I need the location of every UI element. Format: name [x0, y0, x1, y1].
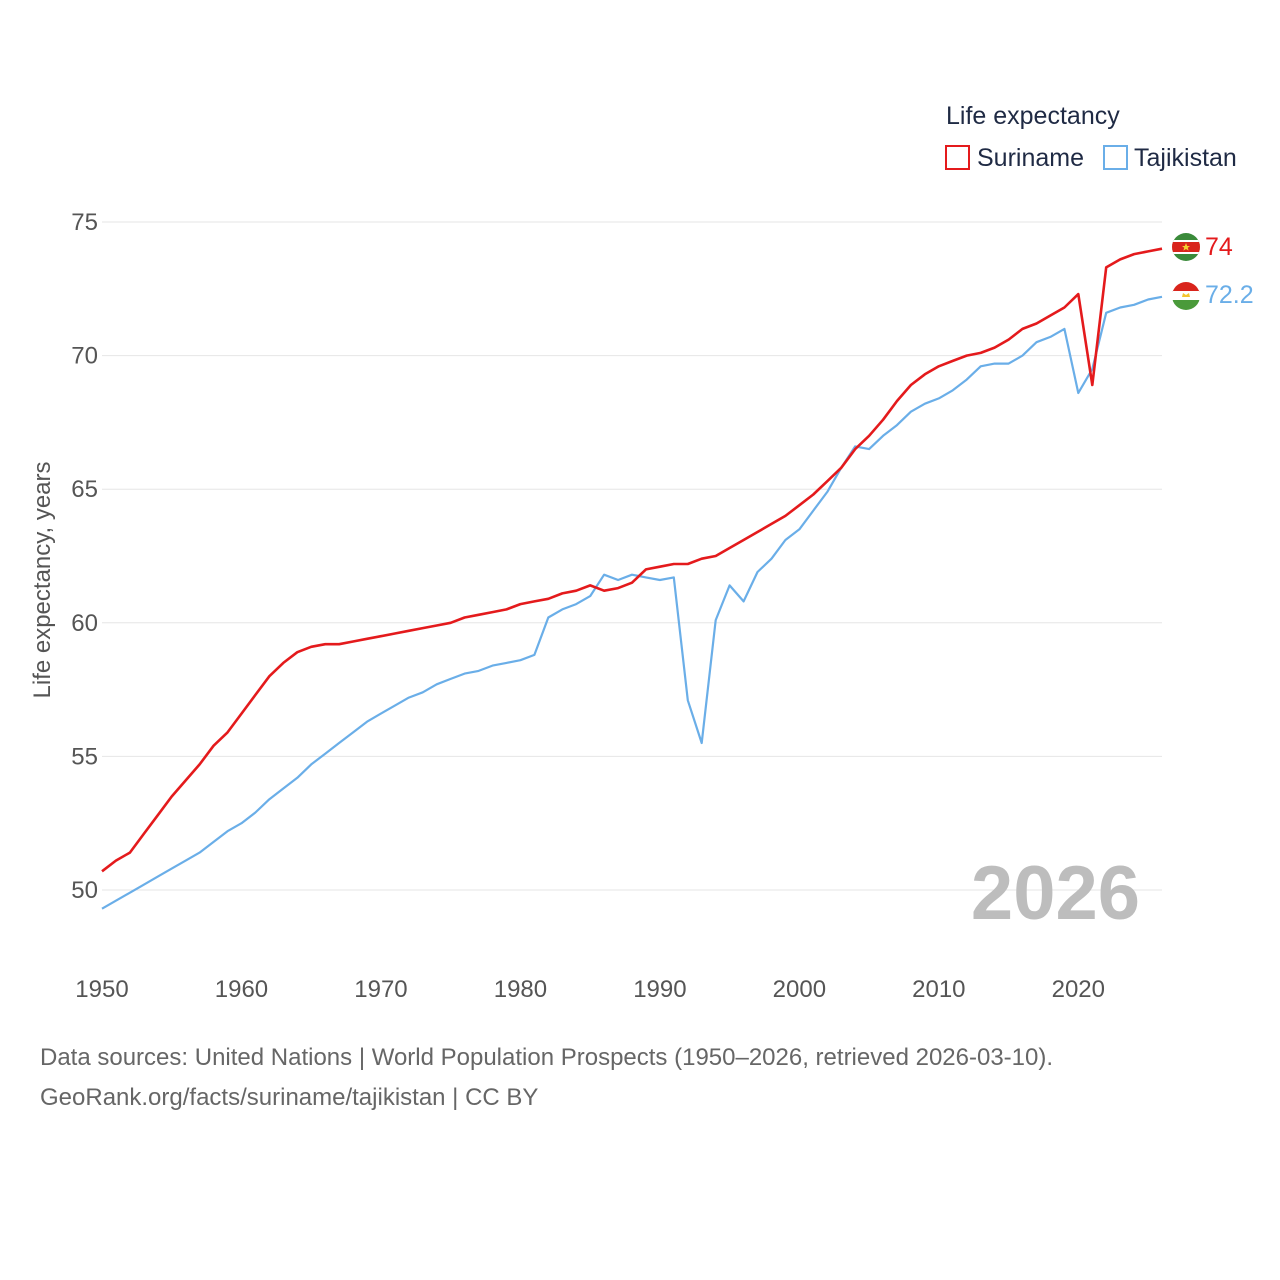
suriname-flag-icon [1172, 233, 1200, 261]
end-value-suriname: 74 [1205, 233, 1233, 261]
legend-label-tajikistan: Tajikistan [1134, 144, 1237, 172]
legend-item-tajikistan[interactable]: Tajikistan [1103, 144, 1237, 172]
x-tick-label: 2020 [1052, 976, 1105, 1003]
legend-item-suriname[interactable]: Suriname [945, 144, 1084, 172]
end-value-tajikistan: 72.2 [1205, 281, 1254, 309]
y-tick-label: 65 [71, 476, 98, 503]
x-tick-label: 1990 [633, 976, 686, 1003]
current-year-watermark: 2026 [971, 851, 1140, 936]
x-tick-label: 1980 [494, 976, 547, 1003]
y-tick-label: 75 [71, 209, 98, 236]
y-tick-label: 50 [71, 877, 98, 904]
y-axis-ticks: 50 55 60 65 70 75 [71, 209, 98, 904]
tajikistan-flag-icon [1172, 282, 1200, 310]
x-tick-label: 2000 [773, 976, 826, 1003]
series-line-tajikistan[interactable] [101, 295, 1163, 910]
legend-label-suriname: Suriname [977, 144, 1084, 172]
y-tick-label: 70 [71, 343, 98, 370]
legend: Life expectancy Suriname Tajikistan [945, 102, 1237, 172]
legend-title: Life expectancy [946, 102, 1120, 130]
legend-swatch-suriname [945, 145, 970, 170]
x-tick-label: 1960 [215, 976, 268, 1003]
y-axis-title: Life expectancy, years [29, 461, 56, 698]
x-tick-label: 1970 [354, 976, 407, 1003]
x-tick-label: 2010 [912, 976, 965, 1003]
x-axis-ticks: 1950 1960 1970 1980 1990 2000 2010 2020 [75, 976, 1105, 1003]
legend-swatch-tajikistan [1103, 145, 1128, 170]
x-tick-label: 1950 [75, 976, 128, 1003]
series-line-suriname[interactable] [101, 247, 1163, 873]
series-lines [101, 247, 1163, 910]
data-sources-note: Data sources: United Nations | World Pop… [40, 1044, 1054, 1071]
gridlines [102, 221, 1162, 891]
y-tick-label: 55 [71, 743, 98, 770]
source-url-note[interactable]: GeoRank.org/facts/suriname/tajikistan | … [40, 1084, 539, 1111]
y-tick-label: 60 [71, 610, 98, 637]
